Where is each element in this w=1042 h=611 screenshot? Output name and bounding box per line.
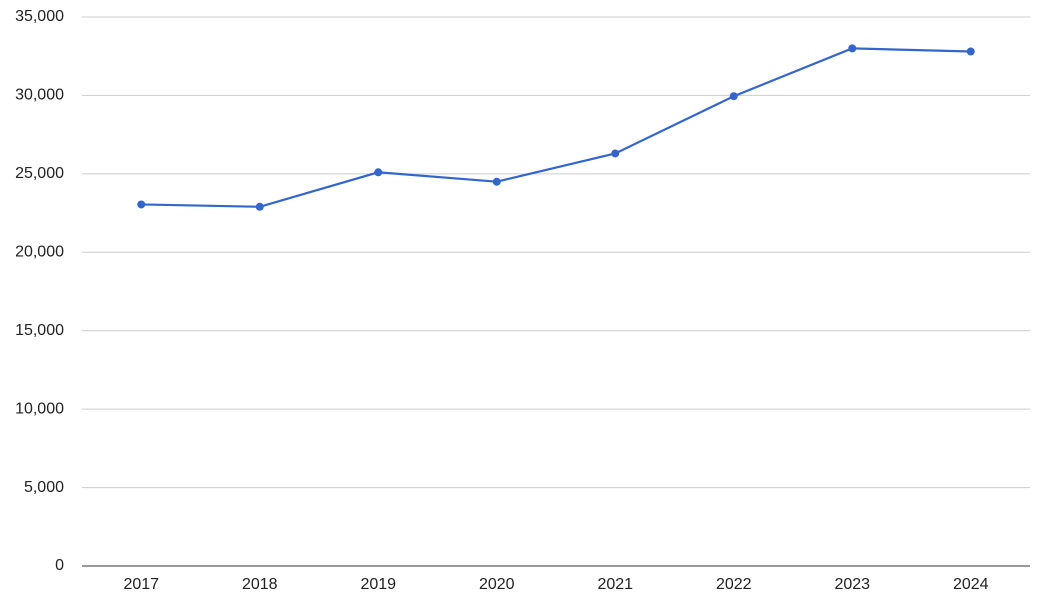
point bbox=[374, 168, 383, 177]
y-tick-label: 15,000 bbox=[15, 322, 64, 339]
y-tick-label: 30,000 bbox=[15, 87, 64, 104]
y-tick-label: 0 bbox=[55, 557, 64, 574]
y-tick-label: 10,000 bbox=[15, 400, 64, 417]
point bbox=[966, 47, 975, 56]
x-tick-label: 2017 bbox=[123, 576, 159, 593]
point bbox=[611, 149, 620, 158]
point bbox=[255, 202, 264, 211]
point bbox=[137, 200, 146, 209]
point bbox=[492, 177, 501, 186]
y-tick-label: 20,000 bbox=[15, 244, 64, 261]
point bbox=[848, 44, 857, 53]
x-tick-label: 2020 bbox=[479, 576, 515, 593]
x-tick-label: 2021 bbox=[597, 576, 633, 593]
y-tick-label: 5,000 bbox=[24, 479, 64, 496]
x-tick-label: 2024 bbox=[953, 576, 989, 593]
x-tick-label: 2018 bbox=[242, 576, 278, 593]
point bbox=[729, 92, 738, 101]
y-tick-label: 25,000 bbox=[15, 165, 64, 182]
x-tick-label: 2022 bbox=[716, 576, 752, 593]
y-tick-label: 35,000 bbox=[15, 8, 64, 25]
x-tick-label: 2023 bbox=[834, 576, 870, 593]
x-tick-label: 2019 bbox=[360, 576, 396, 593]
line bbox=[141, 47, 971, 208]
